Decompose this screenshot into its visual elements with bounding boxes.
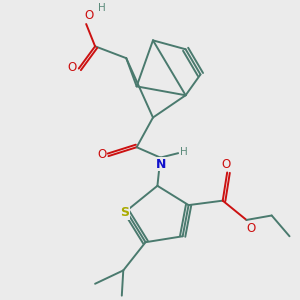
Text: S: S — [120, 206, 129, 219]
Text: O: O — [97, 148, 106, 161]
Text: O: O — [246, 222, 256, 236]
Text: H: H — [180, 147, 188, 157]
Text: O: O — [68, 61, 77, 74]
Text: O: O — [221, 158, 230, 171]
Text: H: H — [98, 3, 106, 13]
Text: N: N — [156, 158, 166, 171]
Text: O: O — [84, 9, 93, 22]
